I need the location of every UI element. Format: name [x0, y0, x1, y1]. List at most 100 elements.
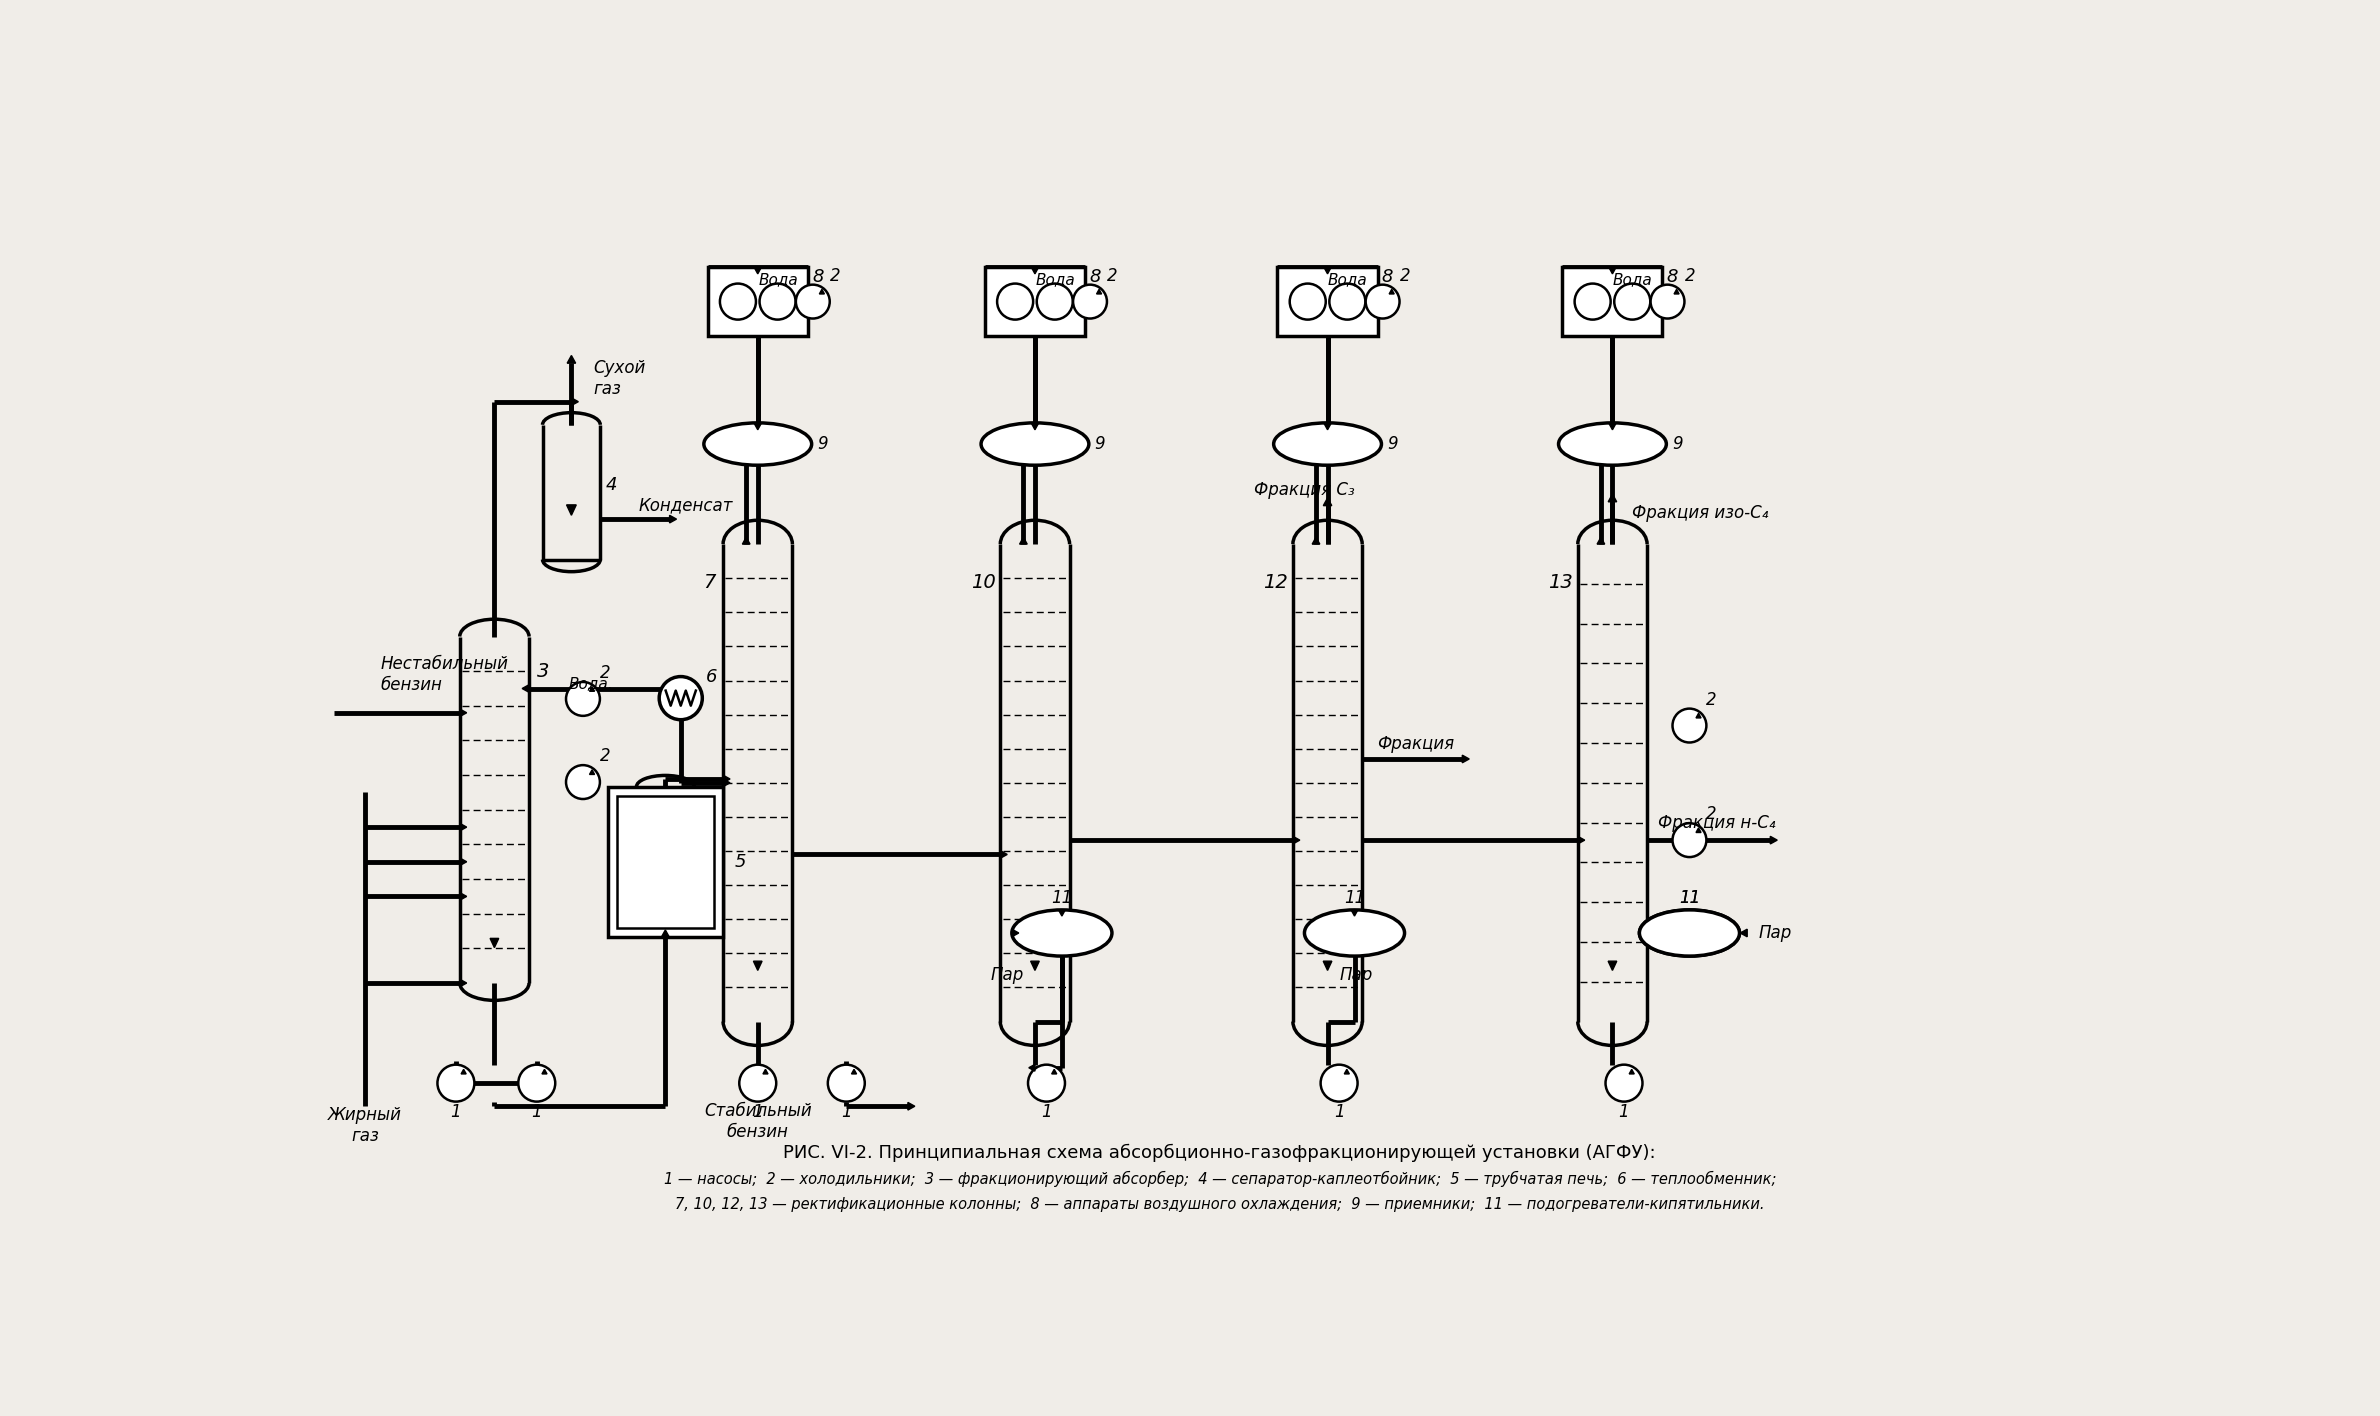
Text: 1: 1: [1618, 1103, 1630, 1121]
Polygon shape: [1597, 537, 1604, 544]
Ellipse shape: [704, 423, 812, 466]
Bar: [607, 787, 724, 937]
Polygon shape: [819, 289, 823, 295]
Circle shape: [1652, 285, 1685, 319]
Bar: [985, 268, 1085, 336]
Polygon shape: [1019, 537, 1028, 544]
Polygon shape: [1461, 755, 1468, 763]
Text: Стабильный
бензин: Стабильный бензин: [704, 1102, 812, 1141]
Polygon shape: [1028, 1065, 1035, 1070]
Text: 9: 9: [816, 435, 828, 453]
Polygon shape: [754, 423, 762, 430]
Polygon shape: [1292, 837, 1299, 844]
Circle shape: [1073, 285, 1107, 319]
Polygon shape: [543, 1069, 547, 1073]
Polygon shape: [1059, 910, 1066, 916]
Text: 2: 2: [1706, 691, 1716, 708]
Text: 11: 11: [1678, 889, 1699, 908]
Text: Конденсат: Конденсат: [638, 496, 733, 514]
Circle shape: [1576, 283, 1611, 320]
Circle shape: [438, 1065, 474, 1102]
Polygon shape: [1323, 268, 1330, 273]
Text: Пар: Пар: [1340, 966, 1373, 984]
Text: Жирный
газ: Жирный газ: [328, 1106, 402, 1146]
Polygon shape: [590, 687, 595, 691]
Polygon shape: [566, 506, 576, 515]
Text: Фракция C₃: Фракция C₃: [1254, 481, 1354, 500]
Ellipse shape: [1273, 423, 1380, 466]
Circle shape: [1321, 1065, 1357, 1102]
Circle shape: [1614, 283, 1649, 320]
Polygon shape: [1052, 1069, 1057, 1073]
Circle shape: [1606, 1065, 1642, 1102]
Circle shape: [828, 1065, 864, 1102]
Polygon shape: [1673, 289, 1680, 295]
Polygon shape: [1012, 929, 1019, 937]
Polygon shape: [1697, 828, 1702, 833]
Circle shape: [1028, 1065, 1064, 1102]
Text: 1: 1: [752, 1103, 764, 1121]
Circle shape: [997, 283, 1033, 320]
Circle shape: [1330, 283, 1366, 320]
Polygon shape: [852, 1069, 857, 1073]
Polygon shape: [1323, 498, 1333, 506]
Polygon shape: [459, 858, 466, 865]
Text: 2: 2: [600, 748, 612, 765]
Polygon shape: [669, 515, 676, 523]
Polygon shape: [1097, 289, 1102, 295]
Text: 10: 10: [971, 573, 995, 592]
Text: Вода: Вода: [1614, 272, 1652, 287]
Polygon shape: [459, 709, 466, 716]
Circle shape: [795, 285, 831, 319]
Polygon shape: [764, 1069, 769, 1073]
Circle shape: [1673, 708, 1706, 742]
Text: 11: 11: [1678, 889, 1699, 908]
Circle shape: [566, 683, 600, 716]
Polygon shape: [1609, 961, 1616, 970]
Polygon shape: [724, 775, 731, 783]
Polygon shape: [1740, 929, 1747, 937]
Polygon shape: [1000, 851, 1007, 858]
Text: 8: 8: [812, 269, 823, 286]
Polygon shape: [754, 268, 762, 273]
Polygon shape: [1311, 537, 1321, 544]
Text: Пар: Пар: [1759, 925, 1792, 942]
Polygon shape: [462, 1069, 466, 1073]
Ellipse shape: [1640, 910, 1740, 956]
Circle shape: [1673, 823, 1706, 857]
Text: 6: 6: [704, 667, 716, 685]
Text: 9: 9: [1095, 435, 1104, 453]
Text: 8: 8: [1666, 269, 1678, 286]
Text: 3: 3: [538, 661, 550, 681]
Circle shape: [740, 1065, 776, 1102]
Text: 11: 11: [1052, 889, 1073, 908]
Polygon shape: [662, 930, 669, 937]
Polygon shape: [590, 770, 595, 775]
Text: 8: 8: [1383, 269, 1392, 286]
Circle shape: [566, 765, 600, 799]
Text: 1: 1: [531, 1103, 543, 1121]
Text: Сухой
газ: Сухой газ: [593, 360, 645, 398]
Text: 2: 2: [1107, 266, 1119, 285]
Circle shape: [1290, 283, 1326, 320]
Text: 1: 1: [1040, 1103, 1052, 1121]
Text: 8: 8: [1090, 269, 1102, 286]
Text: 2: 2: [831, 266, 840, 285]
Circle shape: [719, 283, 757, 320]
Text: 1: 1: [840, 1103, 852, 1121]
Polygon shape: [743, 537, 750, 544]
Polygon shape: [754, 961, 762, 970]
Polygon shape: [1352, 910, 1359, 916]
Text: 2: 2: [600, 664, 612, 683]
Ellipse shape: [1640, 910, 1740, 956]
Text: 4: 4: [607, 476, 616, 494]
Text: Пар: Пар: [990, 966, 1023, 984]
Text: РИС. VI-2. Принципиальная схема абсорбционно-газофракционирующей установки (АГФУ: РИС. VI-2. Принципиальная схема абсорбци…: [783, 1143, 1656, 1161]
Polygon shape: [1609, 268, 1616, 273]
Ellipse shape: [1559, 423, 1666, 466]
Text: 2: 2: [1399, 266, 1411, 285]
Polygon shape: [1390, 289, 1395, 295]
Polygon shape: [1609, 494, 1616, 501]
Circle shape: [759, 283, 795, 320]
Polygon shape: [1031, 423, 1038, 430]
